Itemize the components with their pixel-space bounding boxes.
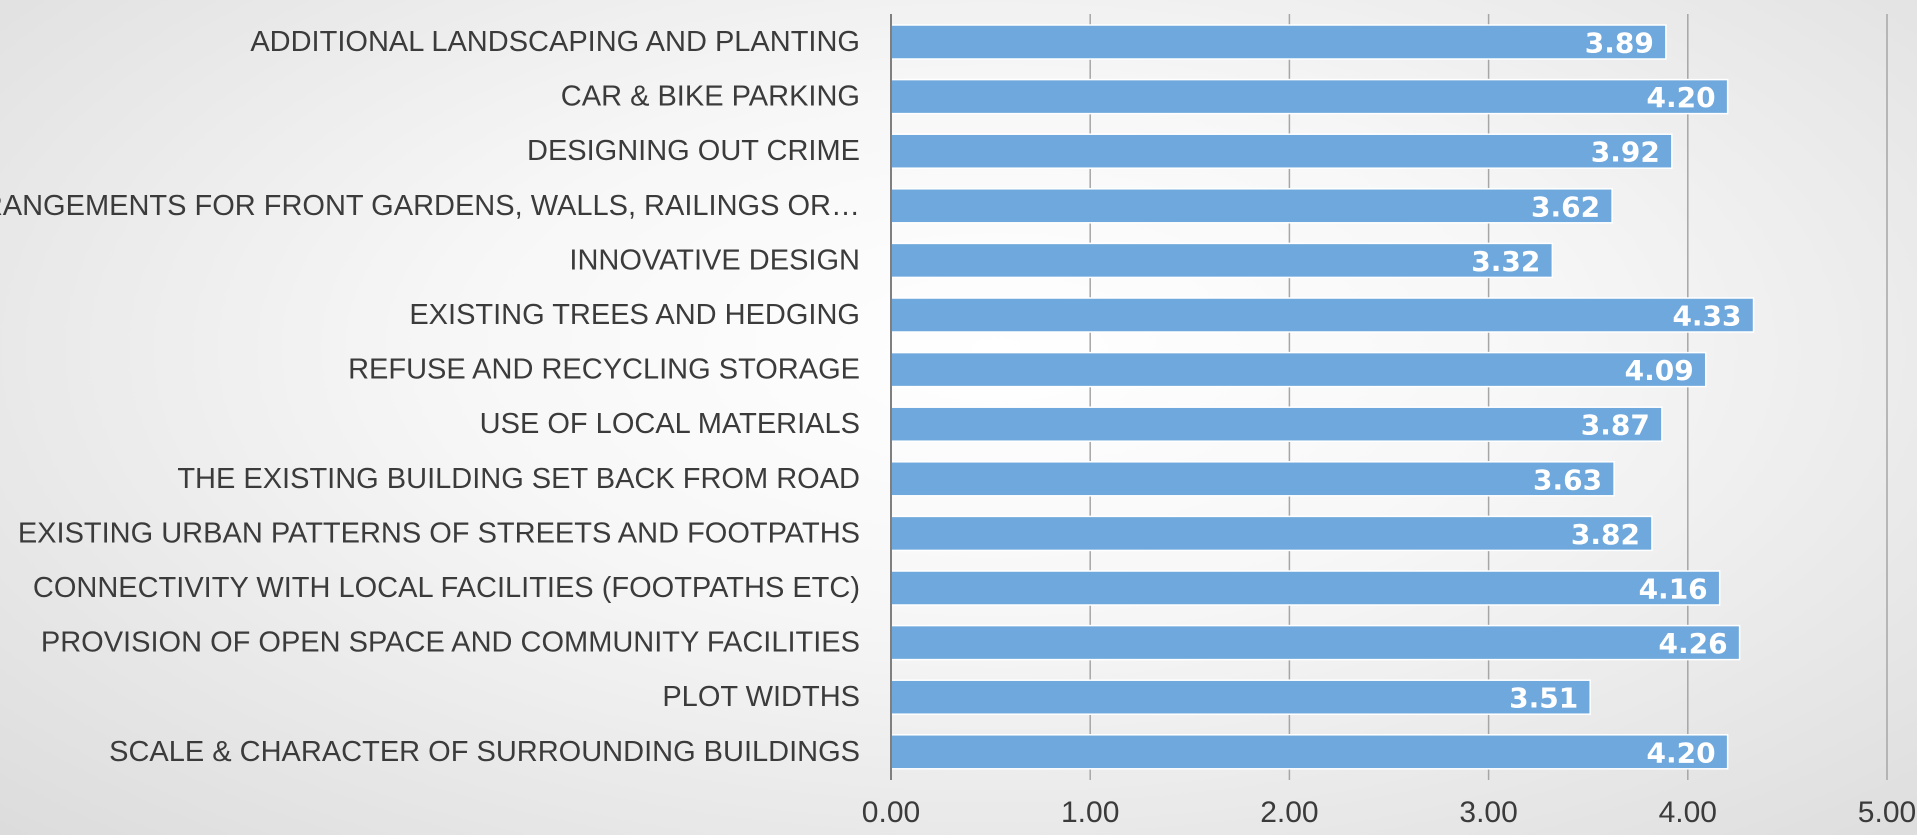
data-label: 4.20 (1647, 81, 1716, 114)
category-label: CONNECTIVITY WITH LOCAL FACILITIES (FOOT… (33, 572, 860, 604)
data-label: 3.87 (1581, 409, 1650, 442)
x-tick-label: 1.00 (1061, 796, 1119, 829)
category-label: REFUSE AND RECYCLING STORAGE (348, 354, 860, 386)
category-labels: ADDITIONAL LANDSCAPING AND PLANTING CAR &… (0, 26, 860, 768)
data-label: 3.63 (1533, 463, 1602, 496)
bar (890, 188, 1613, 224)
bar (890, 133, 1673, 169)
category-label: ARRANGEMENTS FOR FRONT GARDENS, WALLS, R… (0, 190, 860, 222)
data-label: 4.33 (1672, 300, 1741, 333)
bar (890, 679, 1591, 715)
data-label: 3.32 (1471, 245, 1540, 278)
category-label: SCALE & CHARACTER OF SURROUNDING BUILDIN… (109, 736, 860, 768)
x-tick-labels: 0.00 1.00 2.00 3.00 4.00 5.00 (862, 796, 1916, 829)
bar (890, 24, 1667, 60)
bar (890, 515, 1653, 552)
data-label: 3.51 (1509, 682, 1578, 715)
category-label: THE EXISTING BUILDING SET BACK FROM ROAD (177, 463, 860, 495)
x-tick-label: 2.00 (1260, 796, 1318, 829)
bar (890, 351, 1707, 388)
bar (890, 570, 1721, 606)
gridlines (1089, 14, 1888, 780)
data-label: 3.62 (1531, 190, 1600, 223)
data-labels: 3.89 4.20 3.92 3.62 3.32 4.33 4.09 3.87 3.63 3.82… (1471, 27, 1741, 770)
category-label: DESIGNING OUT CRIME (527, 135, 860, 167)
data-label: 4.20 (1647, 736, 1716, 769)
category-label: PLOT WIDTHS (662, 681, 860, 713)
x-tick-label: 3.00 (1459, 796, 1517, 829)
bar (890, 734, 1729, 770)
x-tick-label: 5.00 (1858, 796, 1916, 829)
category-label: INNOVATIVE DESIGN (569, 244, 860, 276)
bar (890, 78, 1729, 115)
bar (890, 242, 1554, 279)
category-label: ADDITIONAL LANDSCAPING AND PLANTING (250, 26, 860, 58)
x-tick-label: 4.00 (1659, 796, 1717, 829)
bar (890, 297, 1755, 333)
x-tick-label: 0.00 (862, 796, 920, 829)
category-label: EXISTING URBAN PATTERNS OF STREETS AND F… (18, 517, 860, 549)
category-label: USE OF LOCAL MATERIALS (480, 408, 860, 440)
bar (890, 406, 1663, 442)
category-label: PROVISION OF OPEN SPACE AND COMMUNITY FA… (41, 627, 860, 659)
category-label: CAR & BIKE PARKING (561, 81, 860, 113)
bar (890, 461, 1615, 497)
data-label: 4.16 (1639, 573, 1708, 606)
data-label: 3.89 (1585, 27, 1654, 60)
data-label: 4.09 (1625, 354, 1694, 387)
category-label: EXISTING TREES AND HEDGING (409, 299, 860, 331)
bars (890, 24, 1755, 770)
data-label: 3.92 (1591, 136, 1660, 169)
data-label: 3.82 (1571, 518, 1640, 551)
data-label: 4.26 (1658, 627, 1727, 660)
bar (890, 624, 1741, 661)
